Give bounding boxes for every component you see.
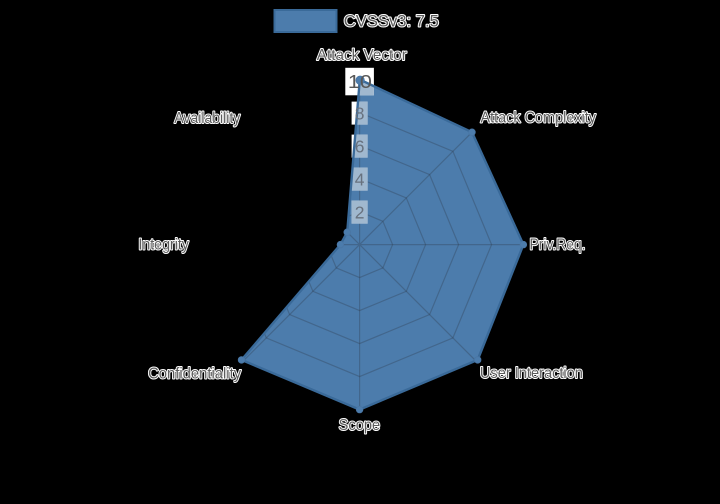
svg-text:User Interaction: User Interaction xyxy=(480,365,583,382)
svg-text:Attack Complexity: Attack Complexity xyxy=(481,109,597,126)
svg-text:Confidentiality: Confidentiality xyxy=(148,366,241,383)
svg-text:CVSSv3: 7.5: CVSSv3: 7.5 xyxy=(344,13,439,31)
svg-text:8: 8 xyxy=(355,103,365,123)
svg-text:Attack Vector: Attack Vector xyxy=(317,47,408,64)
svg-text:10: 10 xyxy=(348,72,372,92)
svg-text:4: 4 xyxy=(355,169,365,189)
svg-text:2: 2 xyxy=(355,202,365,222)
svg-text:6: 6 xyxy=(355,136,365,156)
svg-text:Scope: Scope xyxy=(339,417,381,434)
svg-text:Integrity: Integrity xyxy=(138,237,189,254)
svg-text:Availability: Availability xyxy=(174,110,240,127)
svg-text:Priv.Req.: Priv.Req. xyxy=(530,237,586,254)
